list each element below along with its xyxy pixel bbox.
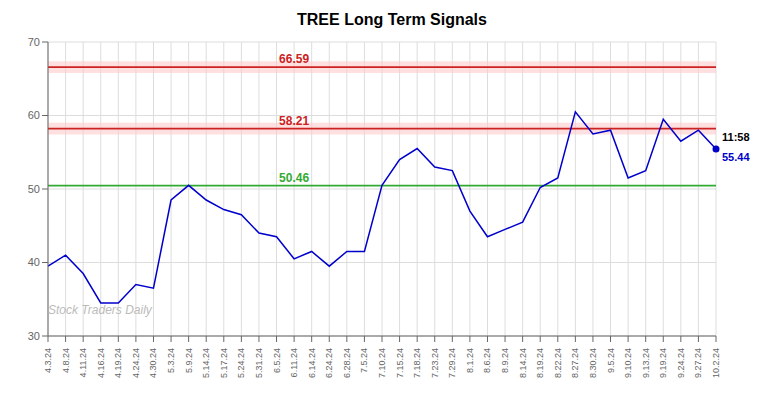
svg-text:8.19.24: 8.19.24 [535,348,545,378]
svg-text:5.17.24: 5.17.24 [219,348,229,378]
svg-text:8.30.24: 8.30.24 [588,348,598,378]
svg-text:9.27.24: 9.27.24 [693,348,703,378]
svg-text:66.59: 66.59 [279,52,309,66]
svg-text:9.24.24: 9.24.24 [676,348,686,378]
svg-text:6.14.24: 6.14.24 [307,348,317,378]
svg-text:5.24.24: 5.24.24 [236,348,246,378]
svg-text:8.14.24: 8.14.24 [518,348,528,378]
svg-text:6.5.24: 6.5.24 [272,348,282,373]
svg-text:4.3.24: 4.3.24 [43,348,53,373]
svg-text:7.29.24: 7.29.24 [447,348,457,378]
svg-text:5.9.24: 5.9.24 [184,348,194,373]
svg-text:11:58: 11:58 [722,131,750,143]
svg-text:5.14.24: 5.14.24 [201,348,211,378]
svg-text:8.1.24: 8.1.24 [465,348,475,373]
svg-text:9.10.24: 9.10.24 [623,348,633,378]
svg-text:4.24.24: 4.24.24 [131,348,141,378]
svg-text:40: 40 [28,256,40,268]
svg-text:50: 50 [28,183,40,195]
svg-text:9.13.24: 9.13.24 [641,348,651,378]
svg-text:70: 70 [28,36,40,48]
svg-text:4.16.24: 4.16.24 [96,348,106,378]
svg-text:4.30.24: 4.30.24 [148,348,158,378]
svg-text:5.3.24: 5.3.24 [166,348,176,373]
svg-text:10.2.24: 10.2.24 [711,348,721,378]
svg-text:4.11.24: 4.11.24 [78,348,88,377]
svg-text:7.5.24: 7.5.24 [359,348,369,373]
svg-text:6.11.24: 6.11.24 [289,348,299,377]
svg-text:7.23.24: 7.23.24 [430,348,440,378]
svg-text:60: 60 [28,109,40,121]
svg-text:5.31.24: 5.31.24 [254,348,264,378]
svg-text:6.28.24: 6.28.24 [342,348,352,378]
svg-text:6.24.24: 6.24.24 [324,348,334,378]
html-text:TREE Long Term Signals: TREE Long Term Signals [297,11,487,28]
svg-text:8.27.24: 8.27.24 [570,348,580,378]
svg-text:9.19.24: 9.19.24 [658,348,668,378]
svg-text:55.44: 55.44 [722,151,750,163]
svg-text:7.15.24: 7.15.24 [395,348,405,378]
svg-text:7.10.24: 7.10.24 [377,348,387,378]
svg-text:30: 30 [28,330,40,342]
svg-text:7.18.24: 7.18.24 [412,348,422,378]
svg-text:50.46: 50.46 [279,171,309,185]
svg-text:9.5.24: 9.5.24 [606,348,616,373]
svg-text:8.9.24: 8.9.24 [500,348,510,373]
svg-text:4.19.24: 4.19.24 [113,348,123,378]
svg-text:Stock Traders Daily: Stock Traders Daily [48,303,153,317]
svg-text:8.6.24: 8.6.24 [482,348,492,373]
svg-text:58.21: 58.21 [279,114,309,128]
svg-text:4.8.24: 4.8.24 [61,348,71,373]
svg-text:8.22.24: 8.22.24 [553,348,563,378]
